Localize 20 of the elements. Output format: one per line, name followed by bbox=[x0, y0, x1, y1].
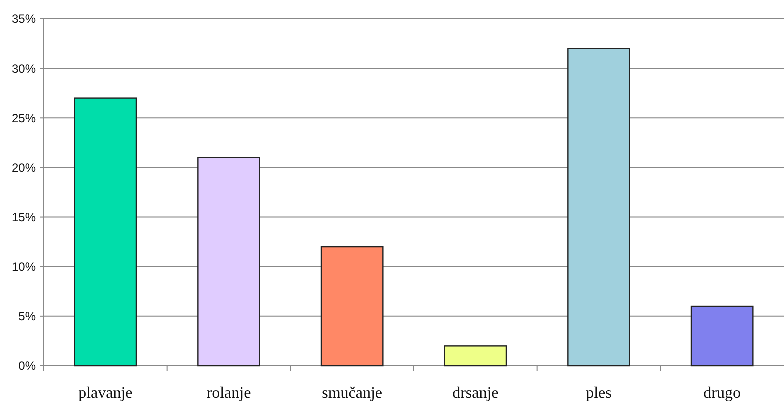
x-tick-label: drsanje bbox=[452, 385, 499, 402]
x-tick-label: rolanje bbox=[206, 385, 252, 402]
bar bbox=[690, 306, 754, 367]
y-tick-label: 30% bbox=[12, 62, 36, 76]
x-tick-label: plavanje bbox=[78, 385, 133, 402]
bar bbox=[320, 246, 384, 367]
bar bbox=[444, 346, 508, 367]
x-tick-label: ples bbox=[586, 385, 612, 402]
y-tick-label: 25% bbox=[12, 111, 36, 126]
bar bbox=[198, 157, 260, 367]
x-tick-label: smučanje bbox=[322, 385, 383, 402]
x-tick-label: drugo bbox=[704, 385, 741, 402]
bar bbox=[74, 98, 138, 367]
y-tick-label: 0% bbox=[18, 359, 36, 374]
bar bbox=[568, 48, 630, 367]
y-tick-label: 35% bbox=[12, 12, 36, 26]
y-tick-label: 10% bbox=[12, 260, 36, 274]
y-tick-label: 20% bbox=[12, 160, 36, 175]
y-tick-label: 5% bbox=[18, 310, 36, 324]
y-tick-label: 15% bbox=[12, 210, 36, 224]
